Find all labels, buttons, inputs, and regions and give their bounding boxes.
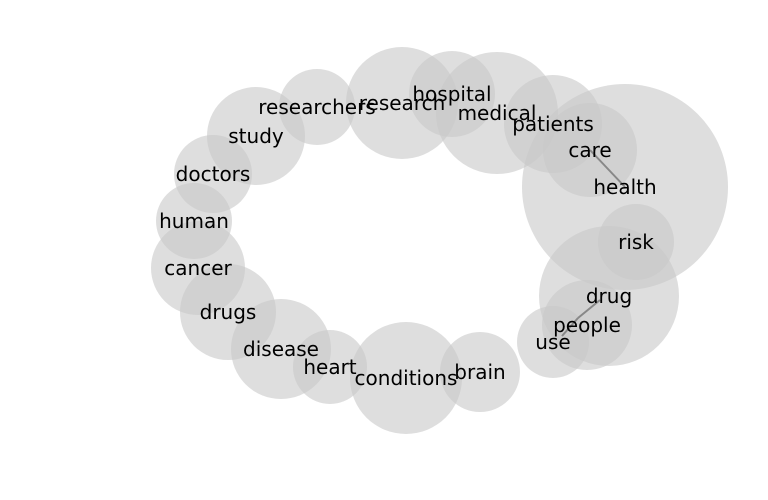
node-label-patients: patients: [512, 112, 594, 136]
node-label-conditions: conditions: [355, 366, 458, 390]
edge-people-use: [561, 317, 579, 337]
bubble-risk: [598, 204, 674, 280]
node-label-researchers: researchers: [258, 95, 375, 119]
node-label-care: care: [568, 138, 611, 162]
node-label-risk: risk: [618, 230, 654, 254]
bubble-heart: [293, 330, 367, 404]
bubble-conditions: [350, 322, 462, 434]
bubble-brain: [440, 332, 520, 412]
node-label-hospital: hospital: [412, 82, 491, 106]
node-label-brain: brain: [454, 360, 505, 384]
node-label-cancer: cancer: [164, 256, 232, 280]
bubble-human: [156, 183, 232, 259]
bubble-hospital: [409, 51, 495, 137]
node-label-disease: disease: [243, 337, 319, 361]
node-label-doctors: doctors: [176, 162, 251, 186]
node-label-health: health: [593, 175, 656, 199]
edge-care-health: [589, 149, 626, 188]
node-label-study: study: [228, 124, 284, 148]
node-label-medical: medical: [458, 101, 537, 125]
node-label-drug: drug: [586, 284, 632, 308]
edge-layer: [561, 149, 626, 337]
node-label-drugs: drugs: [200, 300, 257, 324]
node-label-human: human: [159, 209, 229, 233]
label-layer: health drug medical research conditions disea…: [159, 82, 657, 390]
bubble-use: [517, 306, 589, 378]
node-label-use: use: [535, 330, 570, 354]
node-label-people: people: [553, 313, 621, 337]
edge-people-drug: [577, 299, 601, 319]
node-label-research: research: [359, 91, 446, 115]
bubble-researchers: [279, 69, 355, 145]
node-label-heart: heart: [303, 355, 356, 379]
